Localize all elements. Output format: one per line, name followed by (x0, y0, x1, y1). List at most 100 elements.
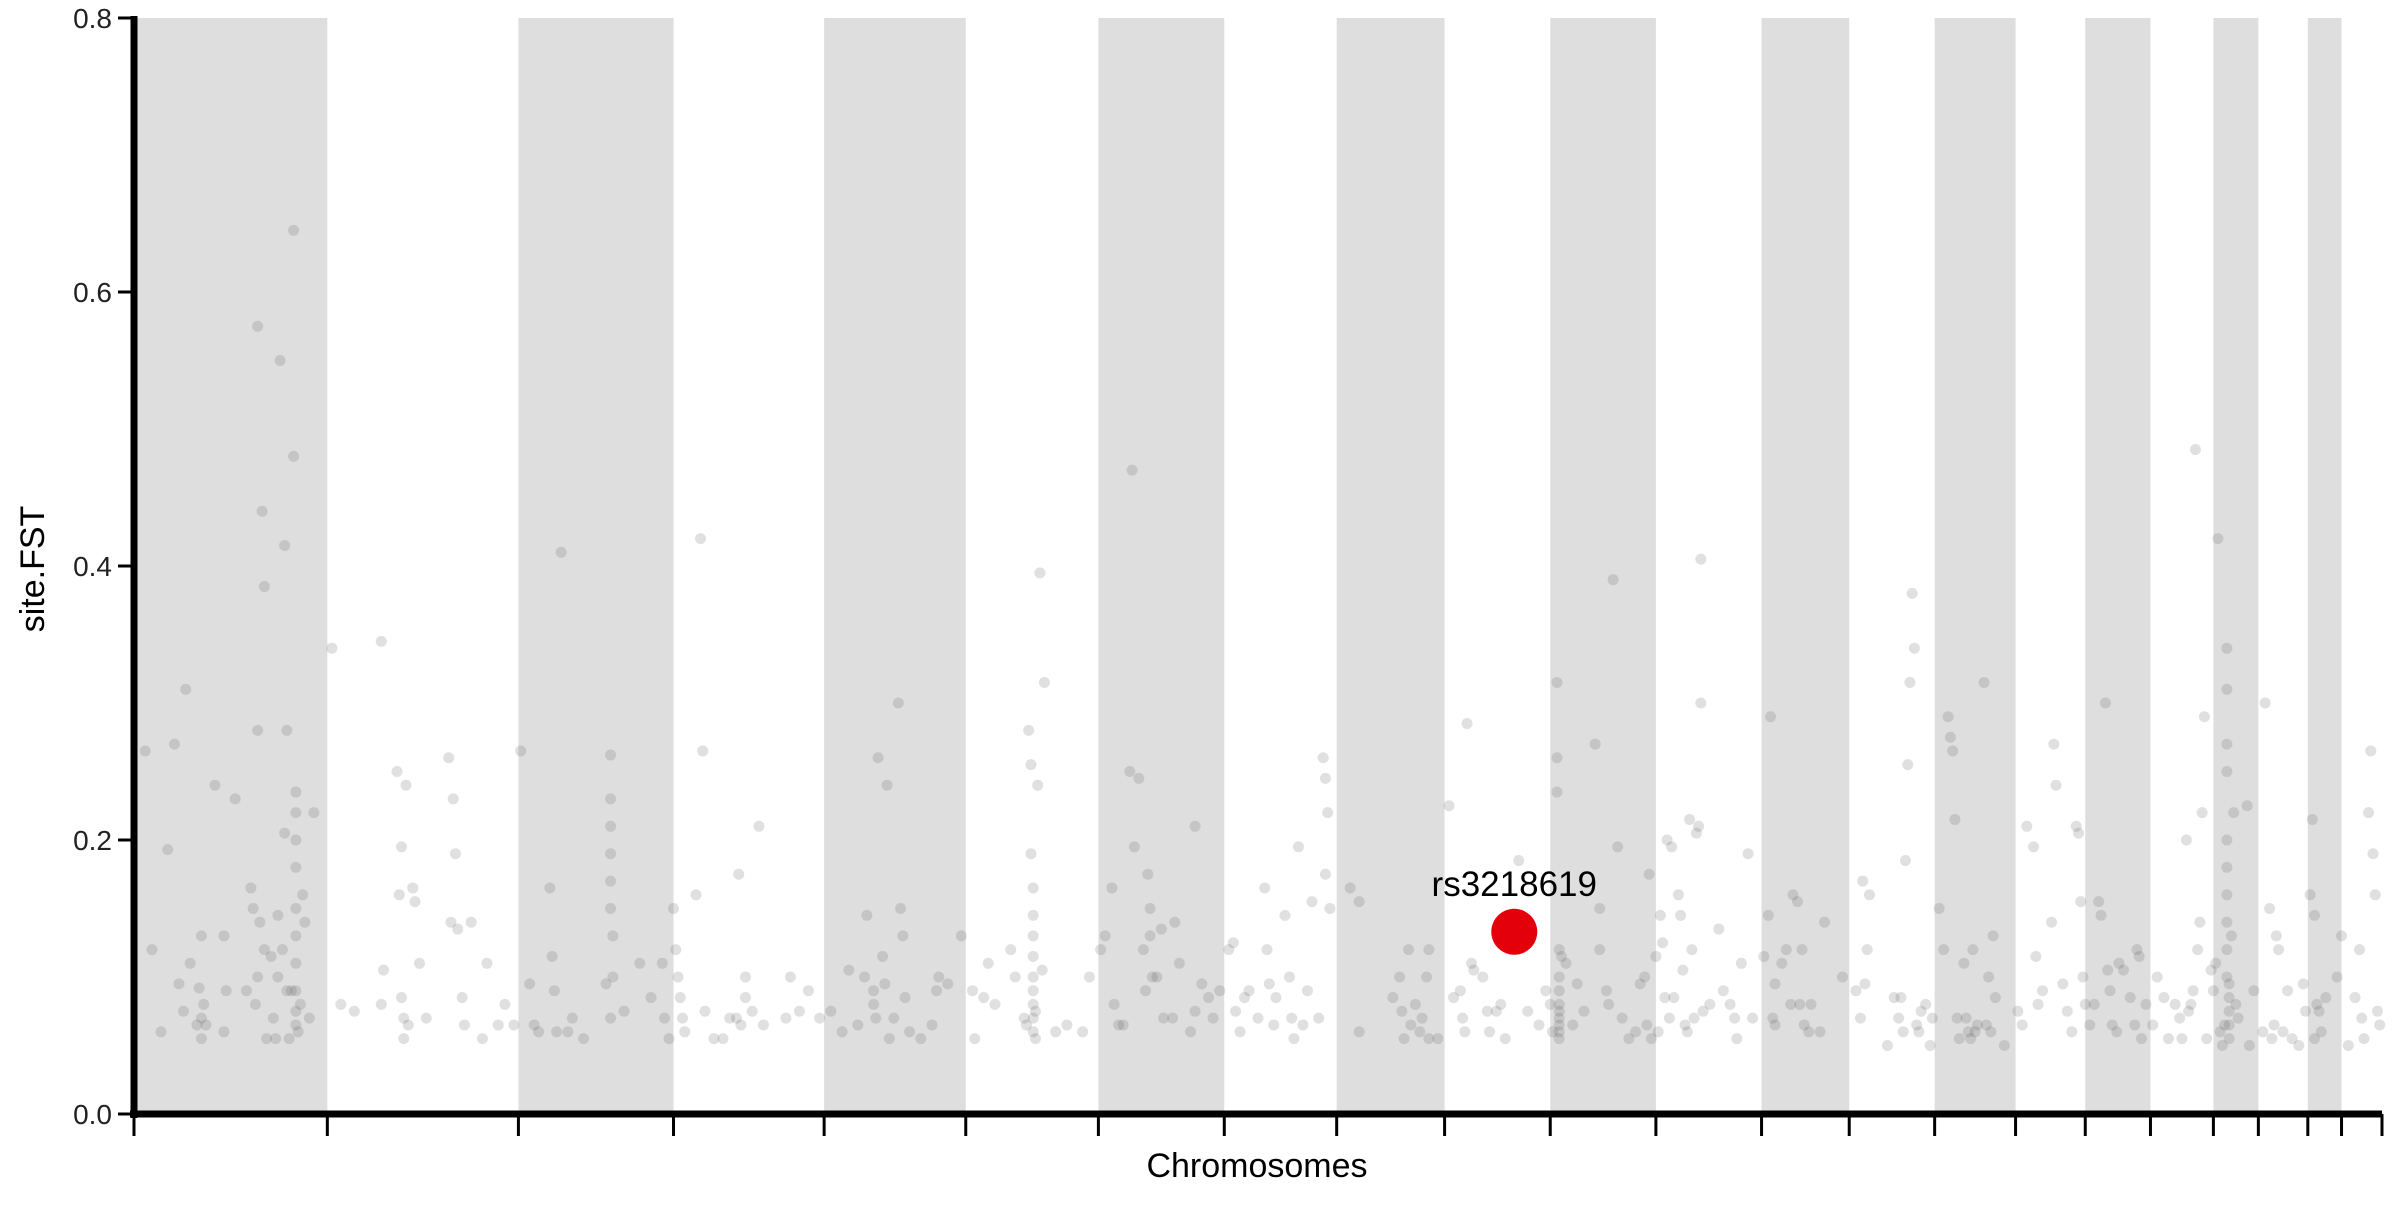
data-point (492, 1019, 504, 1031)
data-point (1641, 1019, 1653, 1031)
data-point (870, 1012, 882, 1024)
data-point (1859, 978, 1871, 990)
data-point (258, 944, 270, 956)
data-point (967, 985, 979, 997)
data-point (1938, 944, 1950, 956)
data-point (1185, 1026, 1197, 1038)
data-point (393, 889, 405, 901)
data-point (1668, 992, 1680, 1004)
data-point (2183, 1005, 2195, 1017)
data-point (717, 1033, 729, 1045)
data-point (1108, 998, 1120, 1010)
data-point (1850, 985, 1862, 997)
chromosome-band (824, 18, 966, 1114)
data-point (1652, 1026, 1664, 1038)
data-point (1137, 944, 1149, 956)
data-point (1785, 998, 1797, 1010)
data-point (2342, 1040, 2354, 1051)
data-point (2365, 745, 2377, 757)
data-point (1657, 937, 1669, 949)
data-point (348, 1005, 360, 1017)
data-point (645, 992, 657, 1004)
data-point (1196, 978, 1208, 990)
data-point (283, 1033, 295, 1045)
data-point (1544, 998, 1556, 1010)
data-point (978, 992, 990, 1004)
data-point (288, 450, 300, 462)
data-point (290, 985, 302, 997)
data-point (551, 1026, 563, 1038)
data-point (605, 1012, 617, 1024)
data-point (1032, 779, 1044, 791)
data-point (1319, 772, 1331, 784)
highlight-group: rs3218619 (1432, 865, 1597, 955)
data-point (2221, 766, 2233, 777)
data-point (402, 1019, 414, 1031)
data-point (694, 533, 706, 545)
data-point (1239, 992, 1251, 1004)
data-point (218, 1026, 230, 1038)
data-point (1481, 1005, 1493, 1017)
data-point (892, 697, 904, 709)
data-point (2221, 738, 2233, 750)
chromosome-band (134, 18, 328, 1114)
data-point (2194, 916, 2206, 928)
data-point (2221, 834, 2233, 846)
data-point (969, 1033, 981, 1045)
data-point (1261, 944, 1273, 956)
data-point (1989, 992, 2001, 1004)
data-point (1762, 909, 1774, 921)
chromosome-band (518, 18, 674, 1114)
chromosome-band (2085, 18, 2151, 1114)
data-point (508, 1019, 520, 1031)
data-point (1854, 1012, 1866, 1024)
data-point (2198, 711, 2210, 723)
data-point (1144, 930, 1156, 942)
data-point (195, 930, 207, 942)
data-point (2210, 957, 2222, 969)
data-point (578, 1033, 590, 1045)
data-point (1654, 909, 1666, 921)
data-point (926, 1019, 938, 1031)
data-point (1027, 909, 1039, 921)
data-point (396, 992, 408, 1004)
data-point (670, 944, 682, 956)
data-point (2230, 998, 2242, 1010)
data-point (746, 1005, 758, 1017)
data-point (656, 957, 668, 969)
data-point (252, 724, 264, 736)
data-point (1106, 882, 1118, 894)
data-point (2032, 998, 2044, 1010)
data-point (730, 1012, 742, 1024)
data-point (1027, 930, 1039, 942)
data-point (1034, 567, 1046, 579)
data-point (877, 950, 889, 962)
data-point (2259, 697, 2271, 709)
data-point (2028, 841, 2040, 853)
data-point (308, 807, 320, 819)
data-point (398, 1033, 410, 1045)
data-point (2073, 827, 2085, 839)
data-point (1769, 1019, 1781, 1031)
data-point (274, 355, 286, 366)
data-point (2066, 1026, 2078, 1038)
data-point (326, 642, 338, 654)
data-point (195, 1012, 207, 1024)
data-point (162, 844, 174, 856)
data-point (1769, 978, 1781, 990)
data-point (1005, 944, 1017, 956)
data-point (1142, 868, 1154, 880)
data-point (1484, 1026, 1496, 1038)
data-point (879, 978, 891, 990)
data-point (1650, 950, 1662, 962)
data-point (476, 1033, 488, 1045)
data-point (1189, 1005, 1201, 1017)
data-point (1695, 553, 1707, 565)
data-point (1645, 1033, 1657, 1045)
y-tick-label: 0.8 (73, 3, 112, 34)
data-point (1818, 916, 1830, 928)
data-point (814, 1012, 826, 1024)
data-point (1724, 998, 1736, 1010)
data-point (2147, 1019, 2159, 1031)
chromosome-band (1761, 18, 1850, 1114)
